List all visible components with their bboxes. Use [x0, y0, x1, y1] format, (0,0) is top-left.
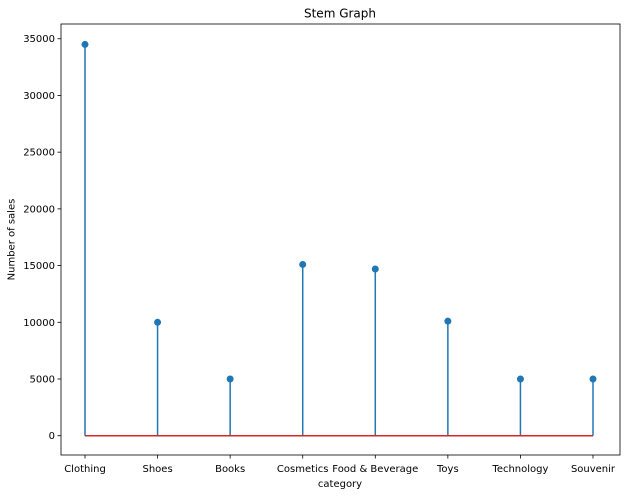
y-tick-label: 15000 [23, 261, 55, 272]
x-axis-label: category [318, 479, 362, 490]
x-tick-label: Books [215, 464, 245, 475]
y-tick-label: 25000 [23, 148, 55, 159]
x-tick-label: Souvenir [571, 464, 616, 475]
y-tick-label: 35000 [23, 34, 55, 45]
stem-marker [516, 375, 524, 383]
stem-marker [589, 375, 597, 383]
y-tick-label: 0 [49, 431, 55, 442]
y-tick-label: 5000 [30, 375, 55, 386]
chart-title: Stem Graph [304, 7, 376, 21]
y-axis-label: Number of sales [7, 199, 18, 281]
y-tick-label: 10000 [23, 318, 55, 329]
markers-layer [81, 40, 597, 383]
plot-area [61, 24, 620, 455]
stem-marker [226, 375, 234, 383]
stem-marker [154, 318, 162, 326]
stem-marker [371, 265, 379, 273]
x-axis-ticks: Clothing Shoes Books Cosmetics Food & Bevera… [64, 455, 616, 475]
y-tick-label: 20000 [23, 204, 55, 215]
plot-frame [60, 23, 621, 456]
x-tick-label: Clothing [64, 464, 106, 475]
stem-marker [81, 40, 89, 48]
x-tick-label: Shoes [142, 464, 172, 475]
y-axis-ticks: 0 5000 10000 15000 20000 25000 30000 35000 [23, 34, 61, 442]
x-tick-label: Toys [436, 464, 459, 475]
stem-marker [444, 317, 452, 325]
x-tick-label: Technology [491, 464, 548, 475]
x-tick-label: Cosmetics [277, 464, 329, 475]
x-tick-label: Food & Beverage [332, 464, 418, 475]
y-tick-label: 30000 [23, 91, 55, 102]
stems-layer [84, 44, 594, 436]
stem-marker [299, 260, 307, 268]
